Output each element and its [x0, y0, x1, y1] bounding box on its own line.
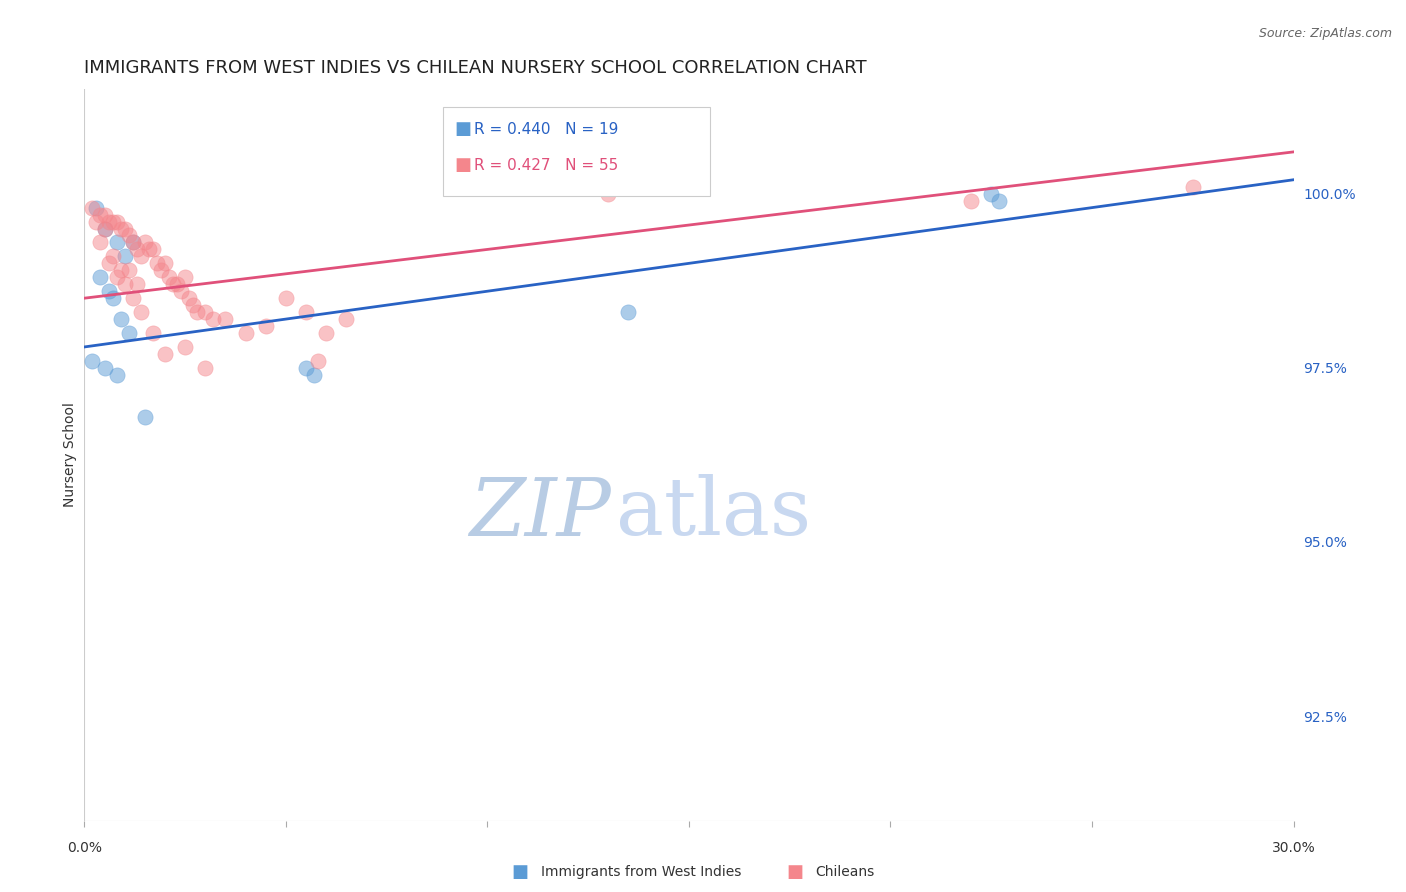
Text: ■: ■ [454, 156, 471, 174]
Point [179, 291, 201, 305]
Point [214, 312, 236, 326]
Point [134, 235, 156, 250]
Point [97, 284, 120, 298]
Text: ■: ■ [786, 863, 803, 881]
Point [315, 326, 337, 340]
Point [153, 347, 176, 361]
Point [153, 256, 176, 270]
Point [295, 360, 318, 375]
Point [138, 243, 160, 257]
Point [101, 291, 124, 305]
Y-axis label: Nursery School: Nursery School [63, 402, 77, 508]
Point [125, 243, 148, 257]
Point [101, 214, 124, 228]
Point [105, 368, 128, 382]
Point [86, 201, 108, 215]
Point [129, 249, 152, 263]
Point [105, 270, 128, 285]
Point [114, 277, 136, 292]
Point [110, 221, 132, 235]
Point [170, 284, 193, 298]
Point [121, 235, 143, 250]
Text: R = 0.440   N = 19: R = 0.440 N = 19 [474, 122, 619, 136]
Point [157, 270, 180, 285]
Point [118, 326, 141, 340]
Point [166, 277, 188, 292]
Point [93, 221, 115, 235]
Point [295, 305, 318, 319]
Text: Chileans: Chileans [815, 865, 875, 880]
Text: Source: ZipAtlas.com: Source: ZipAtlas.com [1258, 27, 1392, 40]
Point [97, 214, 120, 228]
Point [254, 319, 277, 334]
Point [89, 235, 111, 250]
Point [97, 256, 120, 270]
Text: R = 0.427   N = 55: R = 0.427 N = 55 [474, 158, 619, 172]
Point [146, 256, 169, 270]
Text: 30.0%: 30.0% [1271, 841, 1316, 855]
Point [174, 270, 197, 285]
Point [174, 340, 197, 354]
Point [194, 305, 217, 319]
Point [86, 214, 108, 228]
Point [114, 221, 136, 235]
Point [114, 249, 136, 263]
Point [105, 235, 128, 250]
Point [134, 409, 156, 424]
Point [121, 291, 143, 305]
Point [335, 312, 357, 326]
Point [598, 186, 620, 201]
Point [142, 326, 165, 340]
Text: ZIP: ZIP [468, 475, 610, 552]
Point [149, 263, 172, 277]
Point [162, 277, 184, 292]
Point [118, 228, 141, 243]
Point [186, 305, 208, 319]
Point [202, 312, 225, 326]
Text: atlas: atlas [616, 475, 811, 552]
Text: Immigrants from West Indies: Immigrants from West Indies [541, 865, 742, 880]
Point [125, 277, 148, 292]
Point [93, 360, 115, 375]
Text: 0.0%: 0.0% [67, 841, 101, 855]
Point [105, 214, 128, 228]
Point [960, 194, 983, 208]
Point [93, 221, 115, 235]
Point [988, 194, 1011, 208]
Point [89, 270, 111, 285]
Point [142, 243, 165, 257]
Point [274, 291, 297, 305]
Point [110, 312, 132, 326]
Point [129, 305, 152, 319]
Point [194, 360, 217, 375]
Point [302, 368, 325, 382]
Text: ■: ■ [454, 120, 471, 138]
Point [118, 263, 141, 277]
Point [1181, 179, 1204, 194]
Point [110, 263, 132, 277]
Point [82, 201, 104, 215]
Point [307, 354, 329, 368]
Point [93, 208, 115, 222]
Point [980, 186, 1002, 201]
Point [617, 305, 640, 319]
Point [181, 298, 204, 312]
Point [235, 326, 257, 340]
Text: IMMIGRANTS FROM WEST INDIES VS CHILEAN NURSERY SCHOOL CORRELATION CHART: IMMIGRANTS FROM WEST INDIES VS CHILEAN N… [84, 59, 868, 77]
Point [89, 208, 111, 222]
Point [82, 354, 104, 368]
Point [121, 235, 143, 250]
Point [101, 249, 124, 263]
Text: ■: ■ [512, 863, 529, 881]
